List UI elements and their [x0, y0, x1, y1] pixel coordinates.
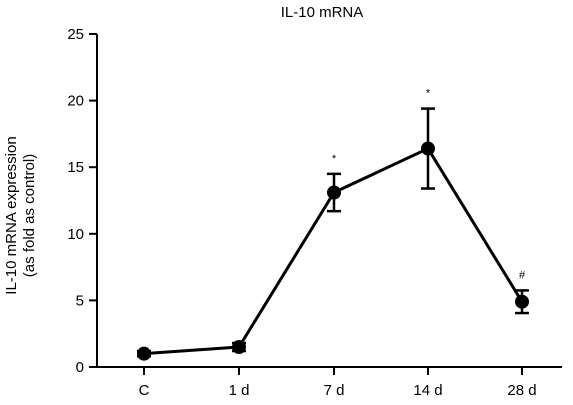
y-tick-label: 25 [67, 26, 84, 43]
y-ticks: 0 5 10 15 20 25 [67, 26, 97, 376]
significance-marker: * [426, 88, 431, 100]
y-tick-label: 5 [76, 292, 84, 309]
y-tick-label: 10 [67, 226, 84, 243]
significance-marker: * [332, 153, 337, 165]
x-tick-label: 1 d [229, 382, 250, 399]
y-axis-label-line-2: (as fold as control) [21, 154, 38, 277]
data-point [327, 185, 341, 200]
x-tick-label: C [139, 382, 150, 399]
axes [96, 34, 562, 368]
data-point [421, 141, 435, 156]
annotations: * * # [332, 88, 526, 282]
y-tick-label: 0 [76, 359, 84, 376]
y-axis-label-line-1: IL-10 mRNA expression [3, 136, 20, 294]
data-point [137, 346, 151, 361]
y-tick-label: 20 [67, 93, 84, 110]
x-tick-label: 7 d [324, 382, 345, 399]
x-ticks: C 1 d 7 d 14 d 28 d [139, 367, 537, 399]
x-tick-label: 14 d [413, 382, 442, 399]
data-point [515, 294, 529, 309]
data-point [232, 340, 246, 355]
series [137, 107, 529, 361]
significance-marker: # [519, 269, 526, 281]
y-tick-label: 15 [67, 159, 84, 176]
y-axis-label: IL-10 mRNA expression (as fold as contro… [3, 136, 38, 294]
chart-title: IL-10 mRNA [281, 4, 364, 21]
x-tick-label: 28 d [507, 382, 536, 399]
